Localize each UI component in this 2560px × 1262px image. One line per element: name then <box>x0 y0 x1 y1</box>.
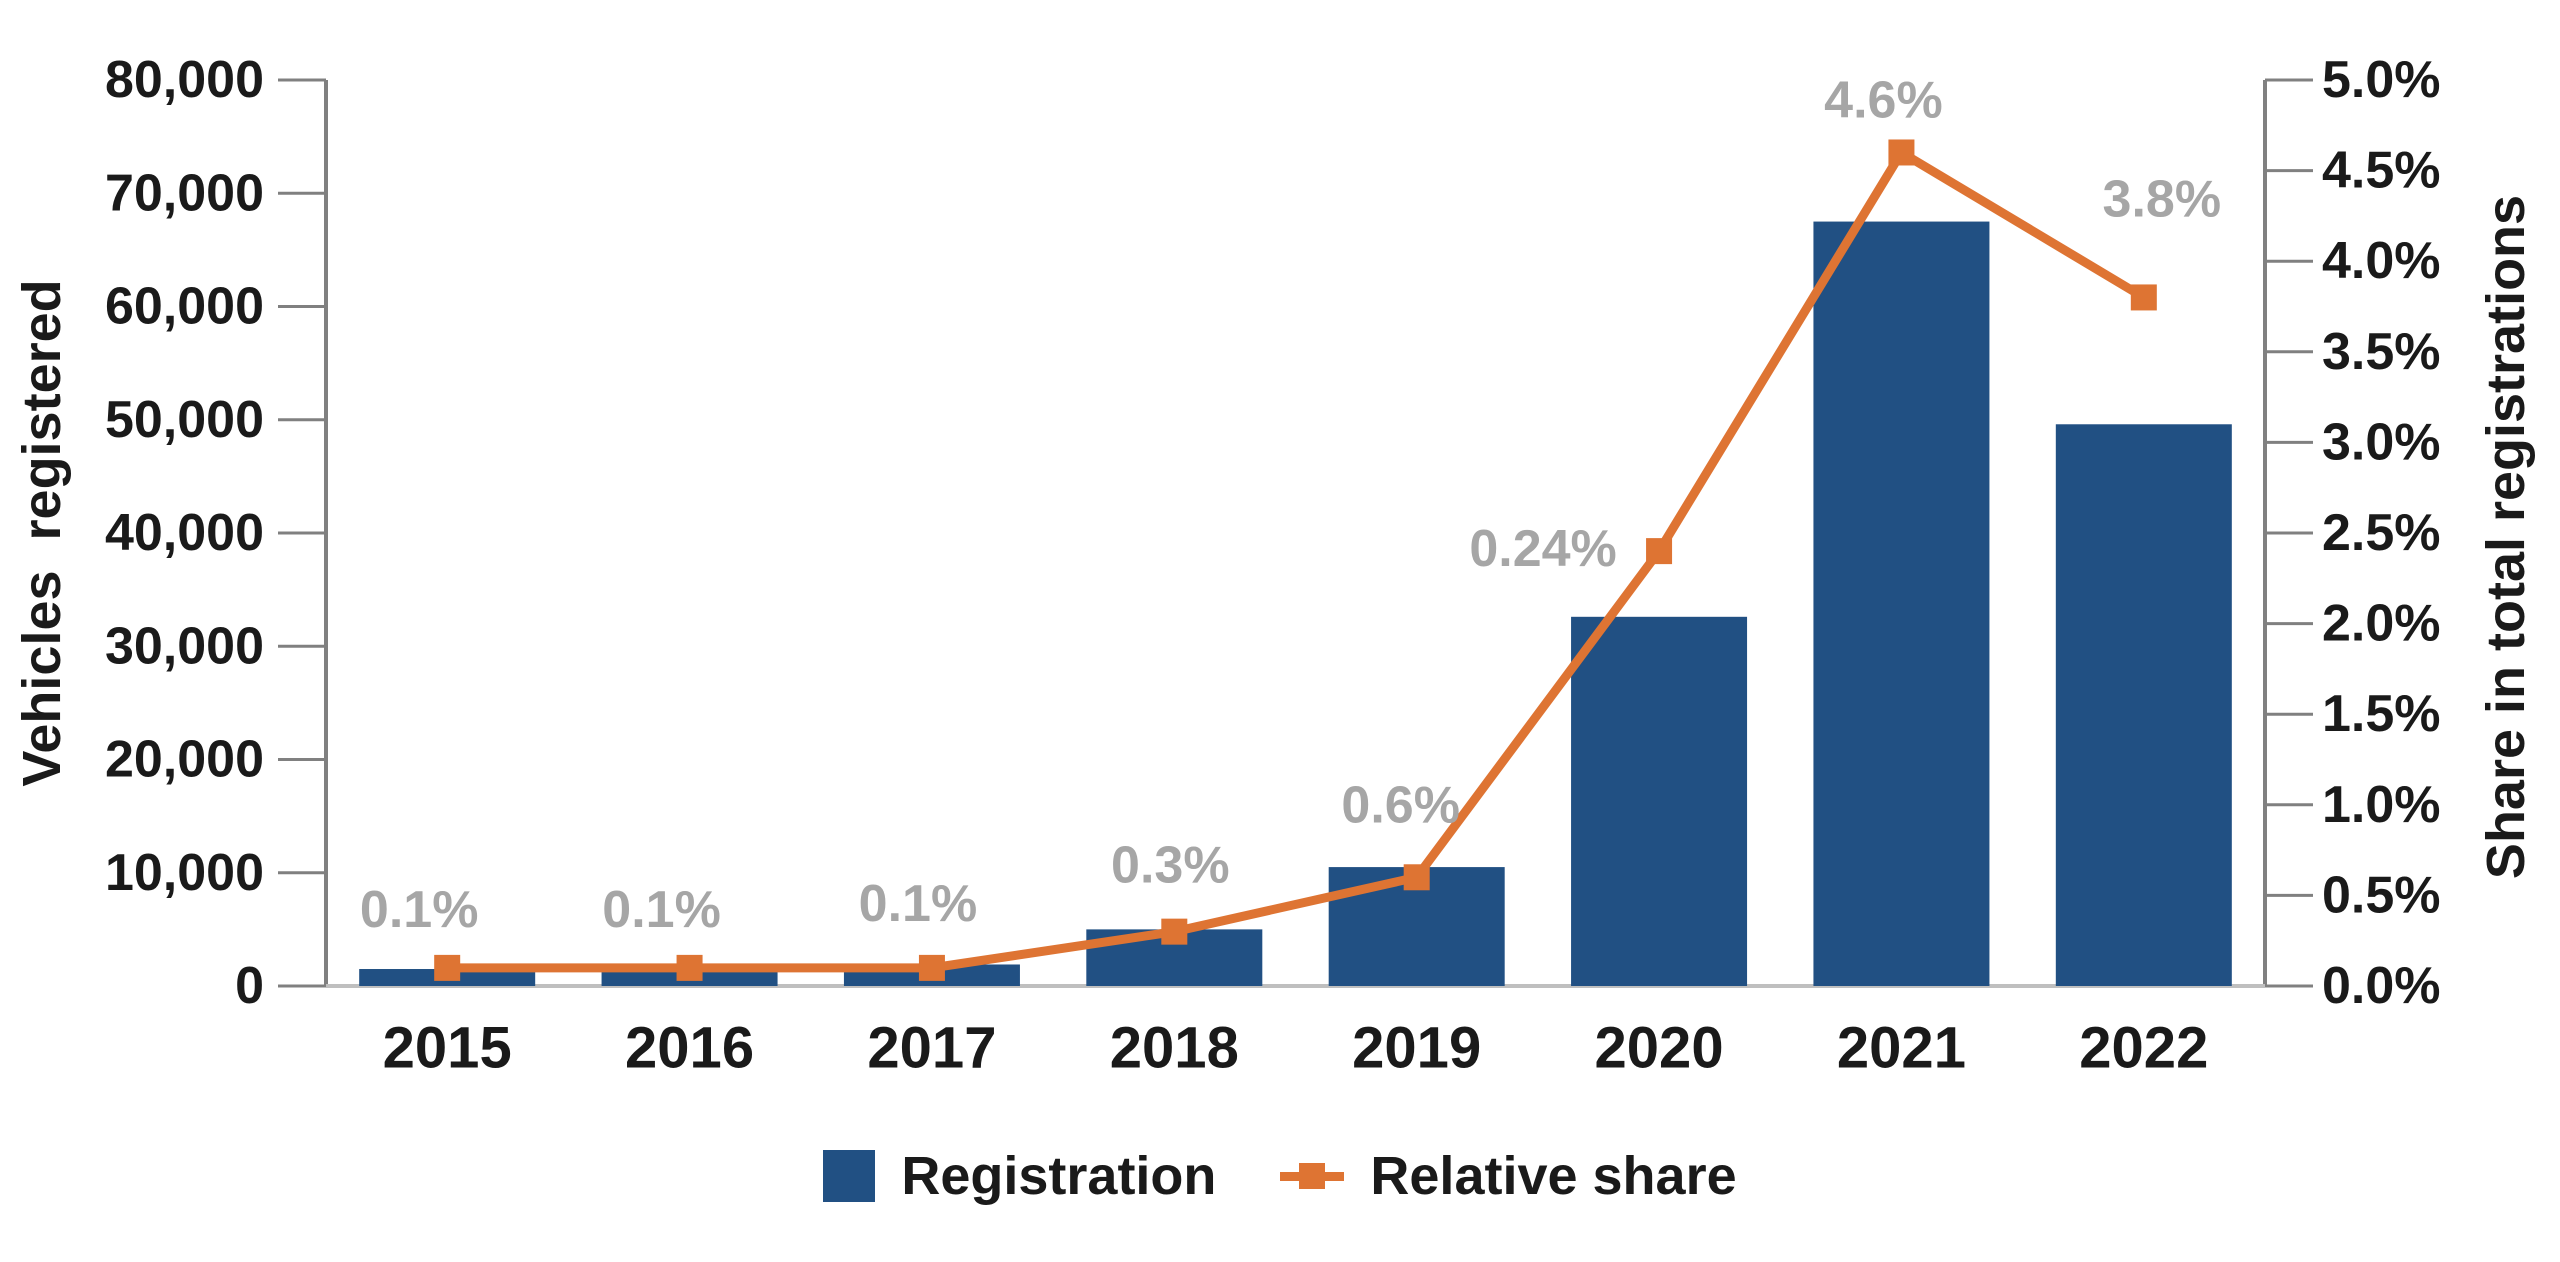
x-axis-label-2015: 2015 <box>383 1016 512 1081</box>
point-label-2015: 0.1% <box>360 881 479 939</box>
right-axis-title: Share in total registrations <box>2476 194 2536 880</box>
right-axis-tick-label: 2.5% <box>2322 504 2441 562</box>
right-axis-tick-label: 3.0% <box>2322 413 2441 471</box>
right-axis-tick-label: 1.0% <box>2322 776 2441 834</box>
right-axis-tick-label: 4.0% <box>2322 232 2441 290</box>
legend-item-relative-share: Relative share <box>1280 1145 1737 1207</box>
x-axis-label-2019: 2019 <box>1352 1016 1481 1081</box>
left-axis-tick-label: 0 <box>235 957 264 1015</box>
point-label-2017: 0.1% <box>859 875 978 933</box>
point-label-2020: 0.24% <box>1469 520 1616 578</box>
marker-2017 <box>918 954 945 981</box>
legend: Registration Relative share <box>0 1136 2560 1216</box>
right-axis-tick-label: 2.0% <box>2322 595 2441 653</box>
left-axis-tick-label: 70,000 <box>105 164 264 222</box>
marker-2018 <box>1161 918 1188 945</box>
x-axis-label-2017: 2017 <box>867 1016 996 1081</box>
left-axis-tick-label: 20,000 <box>105 731 264 789</box>
right-axis-tick-label: 4.5% <box>2322 142 2441 200</box>
bar-2020 <box>1571 616 1748 986</box>
legend-marker-icon <box>1299 1163 1326 1189</box>
marker-2021 <box>1888 139 1915 166</box>
right-axis-tick-label: 0.5% <box>2322 866 2441 924</box>
right-axis-tick-label: 0.0% <box>2322 957 2441 1015</box>
right-axis-tick-label: 3.5% <box>2322 323 2441 381</box>
x-axis-label-2018: 2018 <box>1110 1016 1239 1081</box>
marker-2020 <box>1646 538 1673 565</box>
right-axis-tick-label: 5.0% <box>2322 51 2441 109</box>
point-label-2022: 3.8% <box>2103 170 2222 228</box>
legend-label-registration: Registration <box>901 1146 1217 1206</box>
point-label-2016: 0.1% <box>602 881 721 939</box>
marker-2022 <box>2130 284 2157 311</box>
registration-swatch-icon <box>823 1150 876 1202</box>
point-label-2021: 4.6% <box>1824 71 1943 129</box>
x-axis-label-2016: 2016 <box>625 1016 754 1081</box>
left-axis-tick-label: 10,000 <box>105 844 264 902</box>
bar-2021 <box>1813 221 1990 986</box>
bar-2022 <box>2055 424 2232 986</box>
marker-2016 <box>676 954 703 981</box>
left-axis-tick-label: 50,000 <box>105 391 264 449</box>
left-axis-tick-label: 30,000 <box>105 617 264 675</box>
legend-item-registration: Registration <box>823 1145 1216 1207</box>
x-axis-label-2020: 2020 <box>1595 1016 1724 1081</box>
relative-share-swatch-icon <box>1280 1163 1345 1189</box>
relative-share-line <box>447 146 2147 973</box>
point-label-2018: 0.3% <box>1111 837 1230 895</box>
legend-label-relative-share: Relative share <box>1370 1146 1737 1206</box>
left-axis-tick-label: 40,000 <box>105 504 264 562</box>
left-axis-tick-label: 80,000 <box>105 51 264 109</box>
x-axis-label-2021: 2021 <box>1837 1016 1966 1081</box>
right-axis-tick-label: 1.5% <box>2322 685 2441 743</box>
left-axis-title: Vehicles registered <box>12 279 72 787</box>
left-axis-tick-label: 60,000 <box>105 278 264 336</box>
marker-2019 <box>1403 864 1430 891</box>
point-label-2019: 0.6% <box>1341 776 1460 834</box>
x-axis-label-2022: 2022 <box>2079 1016 2208 1081</box>
marker-2015 <box>434 954 461 981</box>
